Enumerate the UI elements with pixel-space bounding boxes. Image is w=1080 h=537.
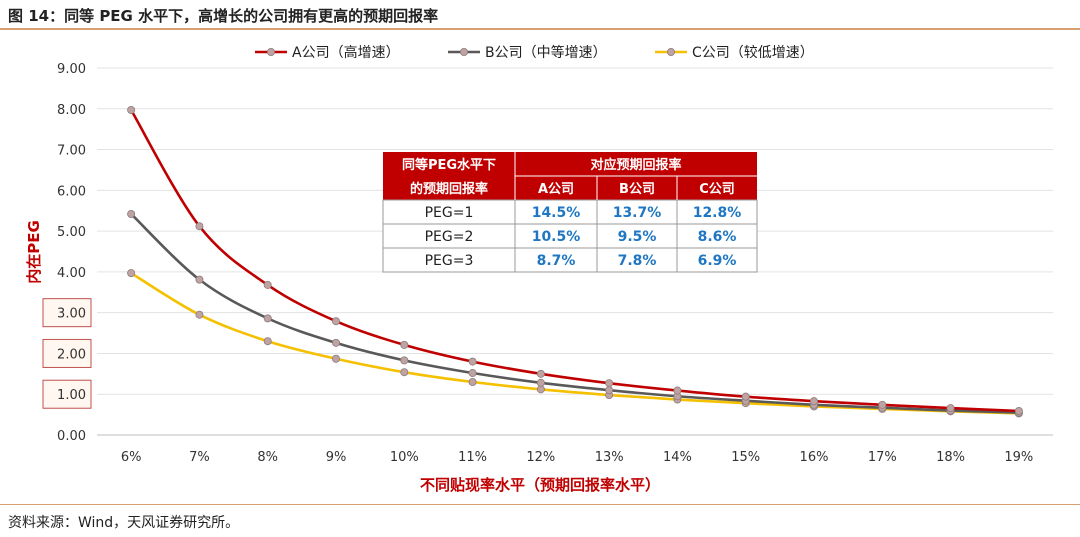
y-tick-label: 2.00 [57,347,86,362]
x-tick-label: 11% [458,450,487,465]
data-point [536,378,545,387]
peg-line-chart: 0.00 1.00 2.00 3.00 4.00 5.00 6.00 7.00 8.00 9.00… [25,44,1053,494]
data-point [263,314,272,323]
y-axis-ticks: 0.00 1.00 2.00 3.00 4.00 5.00 6.00 7.00 8.00 9.00 [42,62,92,444]
table-cell: 8.7% [537,253,576,269]
x-tick-label: 9% [326,450,347,465]
data-point [263,337,272,346]
x-tick-label: 6% [121,450,142,465]
table-header-group: 对应预期回报率 [590,157,681,173]
y-tick-label: 7.00 [57,144,86,159]
data-point [536,385,545,394]
data-point [400,340,409,349]
legend-marker [266,48,275,57]
x-tick-label: 18% [936,450,965,465]
data-point [331,338,340,347]
x-tick-label: 8% [257,450,278,465]
y-axis-title: 内在PEG [25,220,43,284]
data-point [468,369,477,378]
figure-title: 图 14：同等 PEG 水平下，高增长的公司拥有更高的预期回报率 [8,7,439,25]
y-tick-label: 5.00 [57,225,86,240]
x-tick-label: 15% [731,450,760,465]
y-tick-label: 3.00 [57,307,86,322]
source-note: 资料来源：Wind，天风证券研究所。 [8,515,240,531]
y-tick-highlight-box [42,338,92,368]
data-point [195,222,204,231]
data-point [810,397,819,406]
y-tick-label: 4.00 [57,266,86,281]
table-row-label: PEG=2 [425,229,474,245]
data-point [605,379,614,388]
legend-marker [459,48,468,57]
table-cell: 7.8% [618,253,657,269]
table-column-header: A公司 [538,182,574,197]
data-point [468,377,477,386]
y-tick-highlight-box [42,379,92,409]
y-tick-label: 6.00 [57,184,86,199]
table-header-left: 同等PEG水平下 [402,157,496,173]
data-point [946,404,955,413]
data-point [741,392,750,401]
title-divider [0,28,1080,30]
x-tick-label: 14% [663,450,692,465]
legend-label: B公司（中等增速） [485,44,607,61]
y-tick-label: 9.00 [57,62,86,77]
series-lines [127,106,1023,418]
data-point [673,386,682,395]
y-tick-label: 0.00 [57,429,86,444]
table-column-header: B公司 [619,182,655,197]
y-tick-label: 8.00 [57,103,86,118]
table-cell: 8.6% [698,229,737,245]
table-cell: 14.5% [532,205,581,221]
legend: A公司（高增速） B公司（中等增速） C公司（较低增速） [255,44,814,61]
x-tick-label: 19% [1004,450,1033,465]
x-tick-label: 13% [595,450,624,465]
x-axis-ticks: 6% 7% 8% 9% 10% 11% 12% 13% 14% 15% 16% 17% 18% 19% [121,450,1033,465]
y-tick-label: 1.00 [57,388,86,403]
x-axis-title: 不同贴现率水平（预期回报率水平） [420,476,660,494]
legend-marker [667,48,676,57]
data-point [536,369,545,378]
data-point [878,400,887,409]
source-divider [0,504,1080,505]
table-column-header: C公司 [699,182,735,197]
data-point [468,357,477,366]
table-row-label: PEG=3 [425,253,474,269]
table-cell: 10.5% [532,229,581,245]
table-body-bg [382,199,758,273]
x-tick-label: 12% [526,450,555,465]
series-line [130,109,1019,413]
data-point [195,275,204,284]
y-tick-highlight-box [42,298,92,328]
x-tick-label: 17% [868,450,897,465]
legend-label: C公司（较低增速） [692,45,814,61]
data-point [331,354,340,363]
data-point [127,209,136,218]
table-header-left: 的预期回报率 [410,181,488,197]
table-row-label: PEG=1 [425,205,474,221]
table-cell: 6.9% [698,253,737,269]
legend-label: A公司（高增速） [292,44,400,61]
data-point [127,106,136,115]
data-point [331,317,340,326]
table-cell: 13.7% [613,205,662,221]
data-point [263,280,272,289]
data-point [400,356,409,365]
data-point [400,368,409,377]
data-point [605,386,614,395]
table-cell: 12.8% [693,205,742,221]
x-tick-label: 16% [800,450,829,465]
x-tick-label: 7% [189,450,210,465]
x-tick-label: 10% [390,450,419,465]
data-point [1014,406,1023,415]
data-point [127,269,136,278]
table-cell: 9.5% [618,229,657,245]
data-point [195,310,204,319]
